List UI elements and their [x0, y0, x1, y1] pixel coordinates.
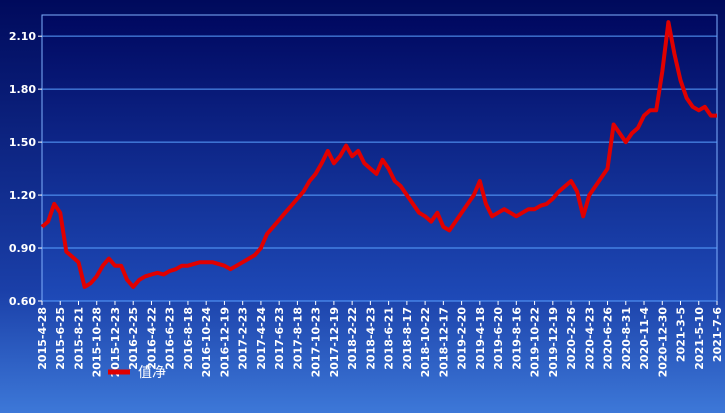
x-tick-label: 2015-10-28 — [91, 307, 104, 377]
x-tick-label: 2020-8-31 — [620, 307, 633, 370]
x-tick-label: 2021-7-6 — [711, 307, 724, 362]
x-tick-label: 2020-4-23 — [583, 307, 596, 370]
x-tick-label: 2016-10-24 — [200, 307, 213, 378]
x-tick-label: 2020-6-26 — [602, 307, 615, 370]
x-tick-label: 2017-2-23 — [237, 307, 250, 370]
x-tick-label: 2019-8-16 — [510, 307, 523, 370]
x-tick-label: 2017-10-23 — [310, 307, 323, 377]
x-tick-label: 2018-2-22 — [346, 307, 359, 370]
legend-label: 值净 — [138, 365, 166, 381]
x-tick-label: 2017-4-24 — [255, 307, 268, 370]
x-tick-label: 2018-12-17 — [437, 307, 450, 377]
y-tick-label: 1.20 — [9, 189, 36, 202]
y-tick-label: 1.80 — [9, 83, 36, 96]
y-tick-label: 0.60 — [9, 295, 36, 308]
x-tick-label: 2019-10-22 — [529, 307, 542, 377]
x-tick-label: 2019-2-20 — [456, 307, 469, 370]
x-tick-label: 2020-12-30 — [656, 307, 669, 378]
x-tick-label: 2015-8-21 — [72, 307, 85, 370]
y-tick-label: 1.50 — [9, 136, 36, 149]
x-tick-label: 2020-11-4 — [638, 307, 651, 370]
x-tick-label: 2018-6-21 — [383, 307, 396, 370]
x-tick-label: 2015-4-28 — [36, 307, 49, 370]
x-tick-label: 2015-6-25 — [54, 307, 67, 370]
x-tick-label: 2021-3-5 — [675, 307, 688, 362]
x-tick-label: 2021-5-10 — [693, 307, 706, 370]
x-tick-label: 2017-8-18 — [291, 307, 304, 370]
x-tick-label: 2016-6-23 — [164, 307, 177, 370]
x-tick-label: 2017-6-23 — [273, 307, 286, 370]
x-tick-label: 2016-4-22 — [145, 307, 158, 370]
x-tick-label: 2015-12-23 — [109, 307, 122, 377]
y-tick-label: 0.90 — [9, 242, 36, 255]
x-tick-label: 2019-12-19 — [547, 307, 560, 377]
x-tick-label: 2019-6-20 — [492, 307, 505, 370]
x-tick-label: 2019-4-18 — [474, 307, 487, 370]
x-tick-label: 2017-12-19 — [328, 307, 341, 377]
x-tick-label: 2016-8-18 — [182, 307, 195, 370]
x-tick-label: 2016-12-19 — [218, 307, 231, 377]
x-tick-label: 2018-4-23 — [364, 307, 377, 370]
plot-area — [41, 14, 718, 302]
x-tick-label: 2018-10-22 — [419, 307, 432, 377]
x-tick-label: 2018-8-17 — [401, 307, 414, 370]
x-tick-label: 2020-2-26 — [565, 307, 578, 370]
data-line — [40, 20, 717, 289]
x-tick-label: 2016-2-25 — [127, 307, 140, 370]
y-tick-label: 2.10 — [9, 30, 36, 43]
